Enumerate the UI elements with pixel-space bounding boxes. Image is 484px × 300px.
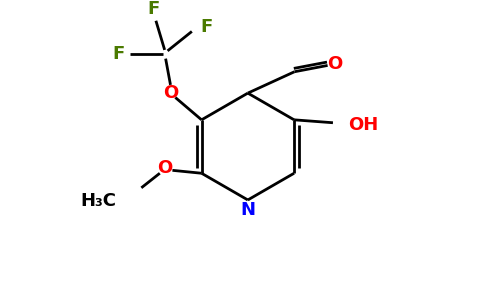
Text: F: F [200,18,213,36]
Text: OH: OH [348,116,379,134]
Text: O: O [157,159,172,177]
Text: H₃C: H₃C [80,192,116,210]
Text: O: O [328,55,343,73]
Text: N: N [241,201,256,219]
Text: F: F [112,45,124,63]
Text: O: O [163,84,178,102]
Text: F: F [148,0,160,18]
